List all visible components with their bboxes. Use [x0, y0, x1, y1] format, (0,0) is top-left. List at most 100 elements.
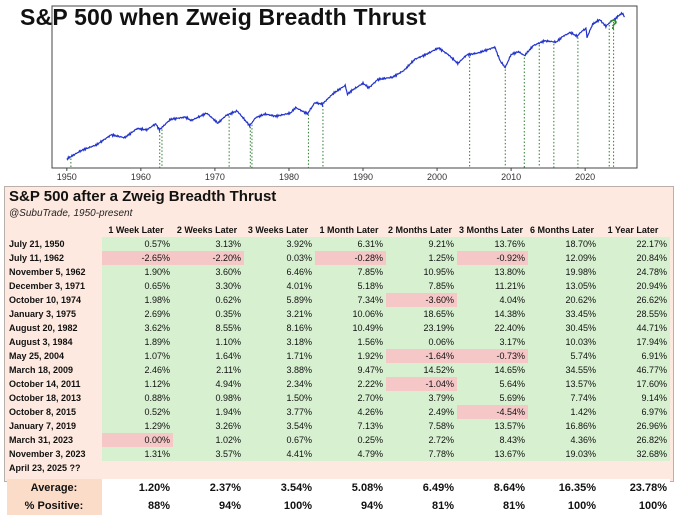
table-cell: 3.62% — [102, 321, 173, 335]
row-date: November 3, 2023 — [9, 449, 86, 459]
table-cell: 3.26% — [173, 419, 244, 433]
table-cell: 10.95% — [386, 265, 457, 279]
table-row: November 5, 1962 1.90% 3.60% 6.46% 7.85% 10.9… — [7, 265, 670, 279]
table-cell: 4.94% — [173, 377, 244, 391]
column-header: 1 Year Later — [607, 225, 659, 235]
table-cell: 1.94% — [173, 405, 244, 419]
table-cell: 20.62% — [528, 293, 599, 307]
table-cell: 1.31% — [102, 447, 173, 461]
summary-cell: 81% — [386, 497, 457, 515]
summary-cell: 8.64% — [457, 479, 528, 497]
summary-row: % Positive: 88% 94% 100% 94% 81% 81% 100% 100% — [7, 497, 670, 515]
table-cell: 22.40% — [457, 321, 528, 335]
table-cell: 2.11% — [173, 363, 244, 377]
column-header: 2 Weeks Later — [176, 225, 238, 235]
table-cell: -2.65% — [102, 251, 173, 265]
summary-cell: 6.49% — [386, 479, 457, 497]
table-cell: 3.92% — [244, 237, 315, 251]
summary-cell: 2.37% — [173, 479, 244, 497]
row-date: April 23, 2025 ?? — [9, 463, 81, 473]
table-cell: -1.04% — [386, 377, 457, 391]
table-cell: 2.34% — [244, 377, 315, 391]
table-cell: 1.12% — [102, 377, 173, 391]
table-cell — [315, 461, 386, 475]
table-cell: -1.64% — [386, 349, 457, 363]
table-cell: 3.77% — [244, 405, 315, 419]
summary-cell: 1.20% — [102, 479, 173, 497]
table-cell: 3.88% — [244, 363, 315, 377]
table-cell: 5.74% — [528, 349, 599, 363]
table-cell: 13.80% — [457, 265, 528, 279]
table-cell — [244, 461, 315, 475]
table-cell: 13.76% — [457, 237, 528, 251]
table-cell: 0.35% — [173, 307, 244, 321]
table-cell: 1.64% — [173, 349, 244, 363]
table-cell: 3.30% — [173, 279, 244, 293]
table-row: July 21, 1950 0.57% 3.13% 3.92% 6.31% 9.21% 13… — [7, 237, 670, 251]
row-date: October 8, 2015 — [9, 407, 77, 417]
table-row: November 3, 2023 1.31% 3.57% 4.41% 4.79% 7.78… — [7, 447, 670, 461]
table-cell: 3.21% — [244, 307, 315, 321]
table-cell: 24.78% — [599, 265, 670, 279]
table-cell: 12.09% — [528, 251, 599, 265]
table-cell: 3.18% — [244, 335, 315, 349]
table-cell: 14.38% — [457, 307, 528, 321]
row-date: January 7, 2019 — [9, 421, 77, 431]
table-cell: 2.70% — [315, 391, 386, 405]
table-row: January 7, 2019 1.29% 3.26% 3.54% 7.13% 7.58%… — [7, 419, 670, 433]
summary-label: % Positive: — [7, 497, 102, 515]
summary-label: Average: — [7, 479, 102, 497]
table-cell: 46.77% — [599, 363, 670, 377]
table-cell: 6.97% — [599, 405, 670, 419]
signal-lines — [70, 21, 615, 168]
table-cell: -3.60% — [386, 293, 457, 307]
x-tick-label-2020: 2020 — [575, 172, 595, 182]
table-cell: 1.56% — [315, 335, 386, 349]
x-tick-label-1960: 1960 — [131, 172, 151, 182]
summary-cell: 81% — [457, 497, 528, 515]
table-cell: 3.79% — [386, 391, 457, 405]
table-cell: 32.68% — [599, 447, 670, 461]
table-cell: 1.92% — [315, 349, 386, 363]
row-date: January 3, 1975 — [9, 309, 77, 319]
question-annotation: ? — [609, 16, 618, 32]
table-cell: 11.21% — [457, 279, 528, 293]
table-row: March 31, 2023 0.00% 1.02% 0.67% 0.25% 2.72% 8… — [7, 433, 670, 447]
row-date: July 21, 1950 — [9, 239, 65, 249]
table-cell: 1.42% — [528, 405, 599, 419]
x-tick-label-1970: 1970 — [205, 172, 225, 182]
table-cell: 18.65% — [386, 307, 457, 321]
x-tick-label-1950: 1950 — [57, 172, 77, 182]
table-cell: 3.57% — [173, 447, 244, 461]
table-cell: 13.05% — [528, 279, 599, 293]
summary-cell: 23.78% — [599, 479, 670, 497]
table-cell: 7.78% — [386, 447, 457, 461]
table-cell: 3.54% — [244, 419, 315, 433]
table-cell: 26.82% — [599, 433, 670, 447]
table-cell: 1.90% — [102, 265, 173, 279]
x-tick-label-1990: 1990 — [353, 172, 373, 182]
table-cell: 0.67% — [244, 433, 315, 447]
row-date: March 31, 2023 — [9, 435, 74, 445]
table-cell: 1.98% — [102, 293, 173, 307]
column-header: 1 Month Later — [319, 225, 379, 235]
table-cell: 17.60% — [599, 377, 670, 391]
table-cell: 1.89% — [102, 335, 173, 349]
table-cell: 5.64% — [457, 377, 528, 391]
table-cell: 44.71% — [599, 321, 670, 335]
table-cell: 2.22% — [315, 377, 386, 391]
table-cell: 16.86% — [528, 419, 599, 433]
table-cell: 1.29% — [102, 419, 173, 433]
table-title: S&P 500 after a Zweig Breadth Thrust — [9, 188, 277, 205]
results-table-panel: S&P 500 after a Zweig Breadth Thrust @Su… — [4, 186, 674, 515]
table-cell: 13.67% — [457, 447, 528, 461]
table-cell: 1.25% — [386, 251, 457, 265]
table-cell: 4.41% — [244, 447, 315, 461]
table-row: July 11, 1962 -2.65% -2.20% 0.03% -0.28% 1.25… — [7, 251, 670, 265]
table-cell: 9.47% — [315, 363, 386, 377]
row-date: October 18, 2013 — [9, 393, 82, 403]
table-row: October 10, 1974 1.98% 0.62% 5.89% 7.34% -3.6… — [7, 293, 670, 307]
results-body: July 21, 1950 0.57% 3.13% 3.92% 6.31% 9.21% 13… — [7, 237, 670, 515]
table-cell: -0.73% — [457, 349, 528, 363]
summary-cell: 16.35% — [528, 479, 599, 497]
